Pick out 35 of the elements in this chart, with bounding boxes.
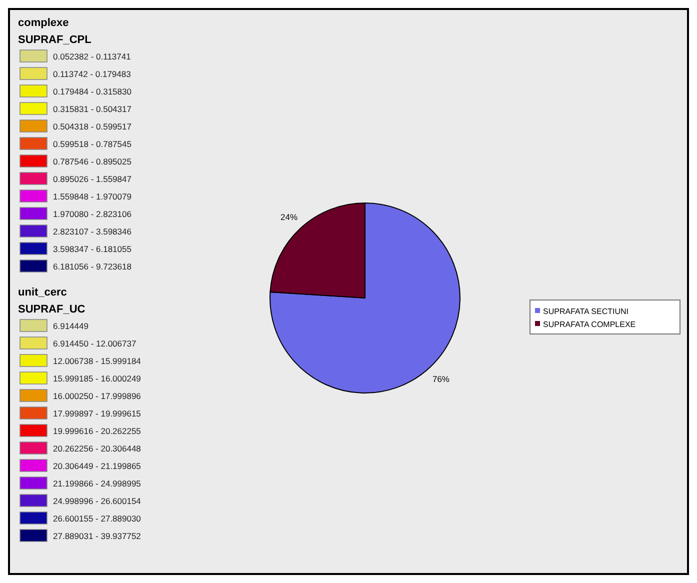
- category-label: 17.999897 - 19.999615: [53, 408, 142, 418]
- category-label: 2.823107 - 3.598346: [53, 226, 132, 236]
- category-label: 15.999185 - 16.000249: [53, 374, 142, 384]
- category-label: 0.315831 - 0.504317: [53, 104, 132, 114]
- text: unit_cerc: [18, 286, 67, 298]
- category-label: 21.199866 - 24.998995: [53, 478, 142, 488]
- category-label: 26.600155 - 27.889030: [53, 514, 142, 524]
- category-label: 6.181056 - 9.723618: [53, 262, 132, 272]
- category-label: 12.006738 - 15.999184: [53, 356, 142, 366]
- category-label: 6.914449: [53, 321, 89, 331]
- text: SUPRAF_CPL: [18, 34, 92, 46]
- category-label: 0.179484 - 0.315830: [53, 86, 132, 96]
- category-label: 6.914450 - 12.006737: [53, 338, 136, 348]
- pie-slice: [270, 202, 460, 394]
- category-label: 0.895026 - 1.559847: [53, 174, 132, 184]
- legend-label: SUPRAFATA COMPLEXE: [543, 320, 636, 329]
- category-label: 3.598347 - 6.181055: [53, 244, 132, 254]
- category-label: 20.306449 - 21.199865: [53, 461, 142, 471]
- legend-label: SUPRAFATA SECTIUNI: [543, 307, 628, 316]
- category-label: 20.262256 - 20.306448: [53, 444, 142, 454]
- category-label: 0.113742 - 0.179483: [53, 69, 132, 79]
- category-label: 0.599518 - 0.787545: [53, 139, 132, 149]
- category-label: 0.787546 - 0.895025: [53, 156, 132, 166]
- data-label: 24%: [280, 212, 298, 222]
- category-label: 24.998996 - 26.600154: [53, 496, 142, 506]
- category-label: 27.889031 - 39.937752: [53, 531, 142, 541]
- category-label: 19.999616 - 20.262255: [53, 426, 142, 436]
- text: SUPRAF_UC: [18, 304, 86, 316]
- category-label: 0.052382 - 0.113741: [53, 52, 132, 62]
- category-label: 1.559848 - 1.970079: [53, 192, 132, 202]
- text: complexe: [18, 17, 69, 29]
- data-label: 76%: [432, 374, 450, 384]
- category-label: 16.000250 - 17.999896: [53, 391, 142, 401]
- category-label: 1.970080 - 2.823106: [53, 209, 132, 219]
- category-label: 0.504318 - 0.599517: [53, 122, 132, 132]
